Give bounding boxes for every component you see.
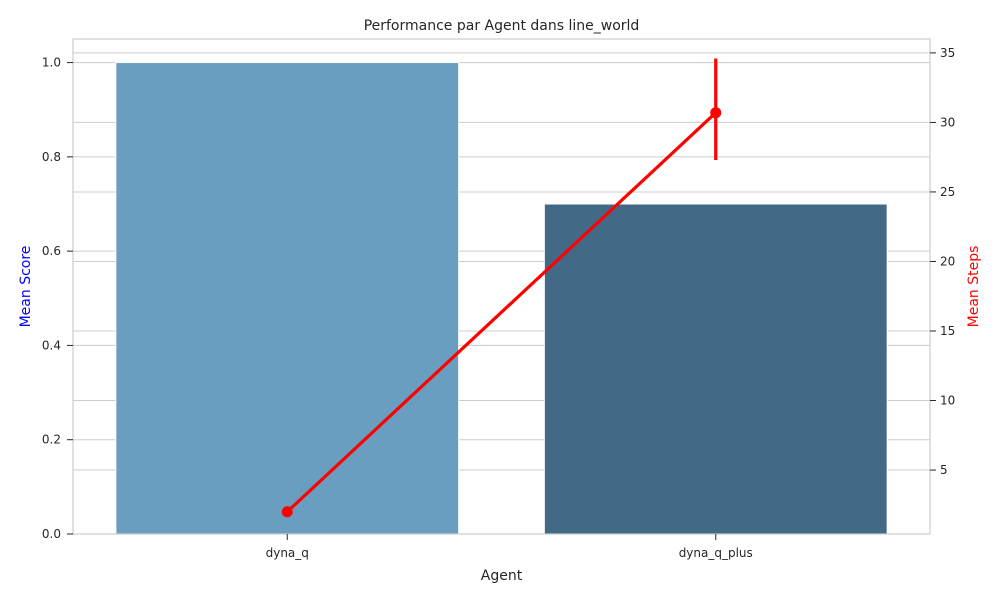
left-tick-label: 0.0 bbox=[42, 527, 61, 541]
point-dyna_q bbox=[281, 506, 293, 518]
left-tick-label: 0.8 bbox=[42, 150, 61, 164]
left-tick-label: 1.0 bbox=[42, 56, 61, 70]
left-tick-label: 0.4 bbox=[42, 338, 61, 352]
right-axis-ticks: 5 10 15 20 25 30 35 bbox=[930, 46, 955, 477]
bar-series bbox=[115, 62, 888, 535]
left-axis-ticks: 0.0 0.2 0.4 0.6 0.8 1.0 bbox=[42, 56, 73, 541]
right-tick-label: 20 bbox=[940, 254, 955, 268]
left-tick-label: 0.2 bbox=[42, 433, 61, 447]
left-y-axis-title: Mean Score bbox=[18, 246, 34, 328]
mean-steps-line bbox=[286, 111, 717, 513]
line-series bbox=[281, 58, 722, 518]
right-tick-label: 30 bbox=[940, 115, 955, 129]
right-tick-label: 25 bbox=[940, 185, 955, 199]
x-axis-title: Agent bbox=[481, 568, 523, 584]
right-tick-label: 35 bbox=[940, 46, 955, 60]
point-dyna_q_plus bbox=[710, 107, 722, 119]
x-axis-ticks: dyna_q dyna_q_plus bbox=[266, 534, 753, 560]
right-y-axis-title: Mean Steps bbox=[966, 246, 982, 328]
bar-dyna_q bbox=[115, 62, 460, 535]
x-tick-label: dyna_q_plus bbox=[679, 546, 753, 560]
left-tick-label: 0.6 bbox=[42, 244, 61, 258]
x-tick-label: dyna_q bbox=[266, 546, 309, 560]
right-tick-label: 10 bbox=[940, 394, 955, 408]
bar-dyna_q_plus bbox=[543, 203, 888, 535]
chart-title: Performance par Agent dans line_world bbox=[364, 18, 640, 34]
right-tick-label: 15 bbox=[940, 324, 955, 338]
plot-frame bbox=[72, 38, 931, 535]
right-tick-label: 5 bbox=[940, 463, 948, 477]
